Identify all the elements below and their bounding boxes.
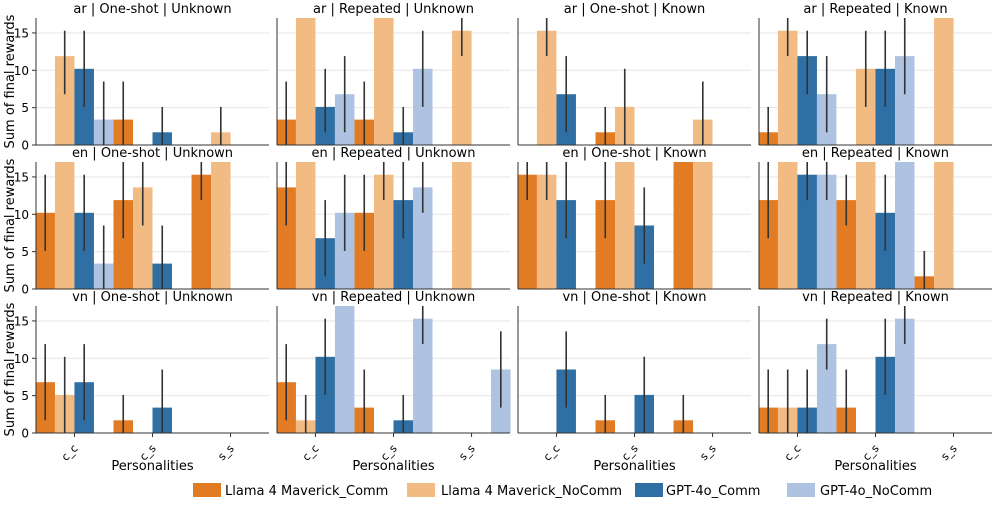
panel-6-bar (295, 162, 316, 289)
panel-5-bar (133, 187, 153, 289)
panel-1-title: ar | One-shot | Unknown (73, 2, 231, 17)
panel-2-bar (295, 18, 316, 145)
panel-7-bar (556, 200, 576, 289)
panel-10-x-tick-label: c_c (300, 442, 322, 464)
panel-5-y-tick-label: 0 (21, 283, 29, 297)
panel-10-x-tick-label: s_s (456, 442, 477, 463)
legend-label-1: Llama 4 Maverick_Comm (225, 484, 388, 499)
panel-11-title: vn | One-shot | Known (562, 290, 706, 305)
panel-12-title: vn | Repeated | Known (802, 290, 949, 305)
panel-8-bar (797, 174, 817, 289)
panel-7-bar (536, 174, 557, 289)
panel-7-bar (595, 200, 615, 289)
panel-4-bar (797, 56, 817, 145)
panel-12-x-tick-label: c_c (782, 442, 804, 464)
legend-swatch-1 (193, 483, 221, 497)
panel-1-y-tick-label: 5 (21, 101, 29, 115)
panel-9-x-tick-label: c_c (59, 442, 81, 464)
panel-8-bar (856, 162, 876, 289)
panel-7-title: en | One-shot | Known (562, 146, 706, 161)
panel-11-x-tick-label: s_s (697, 442, 718, 463)
panel-10-title: vn | Repeated | Unknown (312, 290, 476, 305)
panel-10-bar (413, 318, 433, 433)
panel-7-bar (615, 162, 635, 289)
legend-label-3: GPT-4o_Comm (666, 484, 760, 499)
panel-6-bar (393, 200, 413, 289)
panel-10-bar (334, 306, 355, 433)
panel-2-bar (452, 30, 472, 146)
legend-label-4: GPT-4o_NoComm (820, 484, 932, 499)
panel-8-bar (816, 174, 837, 289)
panel-5-y-tick-label: 5 (21, 245, 29, 259)
panel-9-y-tick-label: 10 (14, 352, 29, 366)
panel-5-bar (191, 174, 212, 289)
y-axis-label-row-1: Sum of final rewards (3, 14, 18, 148)
panel-4-bar (934, 18, 954, 145)
panel-9-x-axis-label: Personalities (111, 459, 194, 474)
panel-5-title: en | One-shot | Unknown (72, 146, 233, 161)
panel-1-y-tick-label: 0 (21, 139, 29, 153)
panel-7-bar (693, 162, 713, 289)
legend-swatch-2 (407, 483, 435, 497)
panel-12-x-axis-label: Personalities (834, 459, 917, 474)
panel-9-y-tick-label: 5 (21, 389, 29, 403)
panel-11-x-axis-label: Personalities (593, 459, 676, 474)
panel-8-bar (758, 200, 778, 289)
panel-8-title: en | Repeated | Known (802, 146, 949, 161)
panel-10-x-axis-label: Personalities (352, 459, 435, 474)
panel-5-y-tick-label: 10 (14, 208, 29, 222)
legend-swatch-3 (635, 483, 663, 497)
panel-6-bar (413, 187, 433, 289)
panel-3-title: ar | One-shot | Known (564, 2, 705, 17)
panel-8-bar (777, 162, 798, 289)
legend-swatch-4 (787, 483, 815, 497)
panel-1-y-tick-label: 10 (14, 64, 29, 78)
y-axis-label-row-3: Sum of final rewards (3, 302, 18, 436)
panel-2-title: ar | Repeated | Unknown (313, 2, 474, 17)
panel-8-bar (934, 162, 954, 289)
panel-2-bar (374, 18, 394, 145)
panel-5-bar (211, 162, 231, 289)
panel-1-y-tick-label: 15 (14, 26, 29, 40)
panel-5-y-tick-label: 15 (14, 170, 29, 184)
panel-3-bar (536, 30, 557, 146)
y-axis-label-row-2: Sum of final rewards (3, 158, 18, 292)
panel-6-bar (374, 174, 394, 289)
panel-6-title: en | Repeated | Unknown (312, 146, 476, 161)
panel-9-title: vn | One-shot | Unknown (72, 290, 233, 305)
panel-5-bar (113, 200, 133, 289)
panel-7-bar (673, 162, 694, 289)
panel-6-bar (452, 162, 472, 289)
panel-12-bar (816, 344, 837, 433)
panel-9-x-tick-label: s_s (215, 442, 236, 463)
panel-8-bar (836, 200, 856, 289)
panel-4-title: ar | Repeated | Known (803, 2, 947, 17)
panel-4-bar (895, 56, 915, 145)
panel-1-bar (54, 56, 75, 145)
panel-12-x-tick-label: s_s (938, 442, 959, 463)
panel-8-bar (895, 162, 915, 289)
panel-7-bar (517, 174, 537, 289)
panel-12-bar (895, 318, 915, 433)
panel-11-x-tick-label: c_c (541, 442, 563, 464)
panel-6-bar (276, 187, 296, 289)
panel-4-bar (777, 30, 798, 146)
panel-5-bar (54, 162, 75, 289)
panel-9-y-tick-label: 15 (14, 314, 29, 328)
legend-label-2: Llama 4 Maverick_NoComm (441, 484, 622, 499)
panel-9-y-tick-label: 0 (21, 427, 29, 441)
